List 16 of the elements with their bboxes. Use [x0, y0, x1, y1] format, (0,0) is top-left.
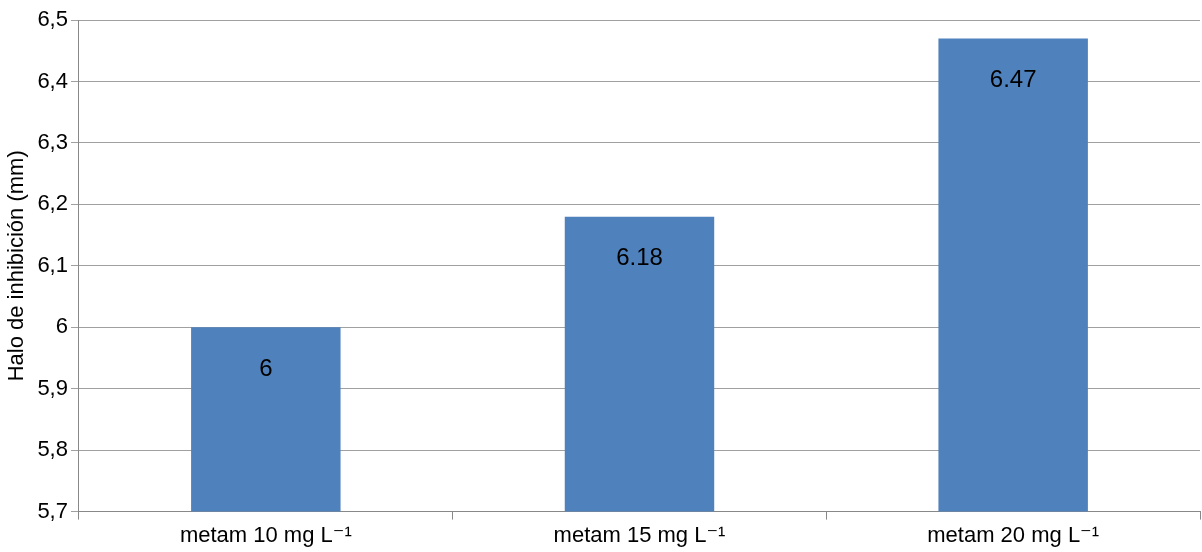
x-tick-label: metam 15 mg L⁻¹ — [553, 521, 726, 547]
y-tick-label: 6,5 — [37, 6, 68, 32]
y-tick-label: 5,7 — [37, 497, 68, 523]
y-axis-title: Halo de inhibición (mm) — [3, 150, 29, 382]
y-tick-label: 5,8 — [37, 436, 68, 462]
data-label: 6 — [259, 353, 273, 381]
y-tick-label: 6,4 — [37, 67, 68, 93]
data-label: 6.47 — [989, 65, 1037, 93]
x-tick-label: metam 20 mg L⁻¹ — [927, 521, 1100, 547]
x-tick-label: metam 10 mg L⁻¹ — [179, 521, 352, 547]
y-tick-label: 6,1 — [37, 251, 68, 277]
y-tick-label: 6 — [55, 313, 68, 339]
data-label: 6.18 — [616, 243, 663, 271]
y-tick-label: 6,2 — [37, 190, 68, 216]
y-tick-label: 5,9 — [37, 374, 68, 400]
y-tick-label: 6,3 — [37, 128, 68, 154]
